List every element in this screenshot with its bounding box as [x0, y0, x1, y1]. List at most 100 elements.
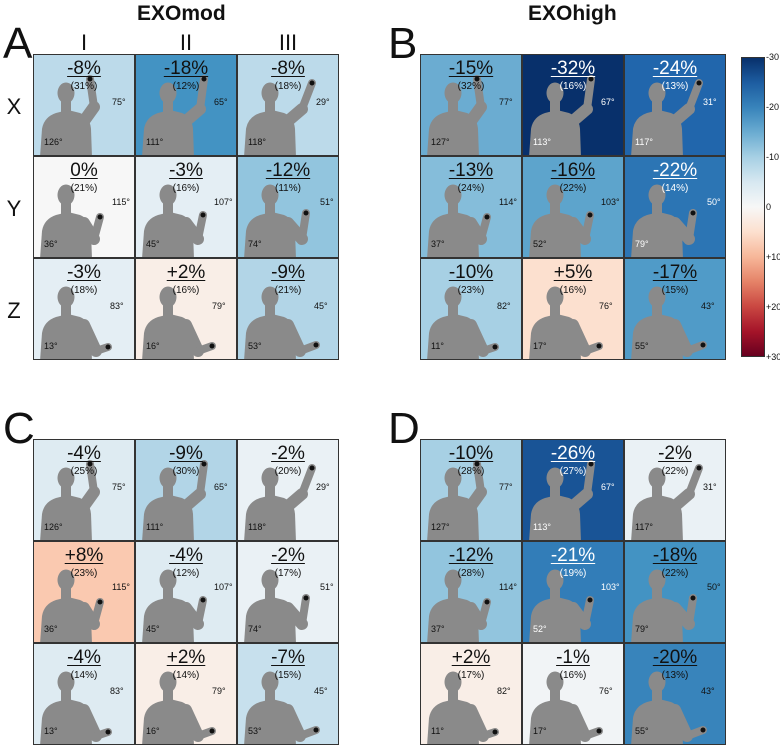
elbow-angle-label: 29° [316, 97, 330, 107]
sd-label: (30%) [172, 466, 200, 477]
sd-label: (16%) [172, 285, 200, 296]
sd-label: (27%) [559, 466, 587, 477]
arm-figure-icon [427, 184, 491, 257]
shoulder-angle-label: 37° [431, 624, 445, 634]
heatmap-cell: -18% (22%) 50° 79° [624, 541, 726, 643]
elbow-angle-label: 115° [112, 197, 130, 207]
colorbar-tick: +10 [766, 252, 780, 262]
elbow-angle-label: 114° [499, 197, 517, 207]
colorbar-tick: -30 [766, 52, 780, 62]
percent-change-label: -9% [169, 443, 203, 464]
sd-label: (12%) [172, 568, 200, 579]
shoulder-angle-label: 74° [248, 624, 262, 634]
percent-change-label: -4% [169, 545, 203, 566]
elbow-angle-label: 51° [320, 582, 334, 592]
percent-change-label: -2% [271, 545, 305, 566]
shoulder-angle-label: 52° [533, 624, 547, 634]
shoulder-angle-label: 79° [635, 624, 649, 634]
percent-change-label: +2% [166, 647, 206, 668]
heatmap-cell: -9% (21%) 45° 53° [237, 258, 339, 360]
sd-label: (15%) [274, 670, 302, 681]
heatmap-cell: -7% (15%) 45° 53° [237, 643, 339, 745]
shoulder-angle-label: 55° [635, 726, 649, 736]
arm-figure-icon [40, 671, 112, 744]
elbow-angle-label: 50° [707, 197, 721, 207]
sd-label: (21%) [274, 285, 302, 296]
elbow-angle-label: 83° [110, 686, 124, 696]
sd-label: (12%) [172, 81, 200, 92]
percent-change-label: -10% [448, 262, 494, 283]
elbow-angle-label: 51° [320, 197, 334, 207]
percent-change-label: -8% [67, 58, 101, 79]
sd-label: (25%) [70, 466, 98, 477]
colorbar-tick: 0 [766, 202, 772, 212]
arm-figure-icon [631, 286, 707, 359]
percent-change-label: -24% [652, 58, 698, 79]
percent-change-label: 0% [70, 160, 98, 181]
heatmap-cell: -10% (28%) 77° 127° [420, 439, 522, 541]
sd-label: (32%) [457, 81, 485, 92]
arm-figure-icon [529, 286, 603, 359]
percent-change-label: -1% [556, 647, 590, 668]
elbow-angle-label: 82° [497, 301, 511, 311]
sd-label: (28%) [457, 466, 485, 477]
arm-figure-icon [142, 569, 207, 642]
heatmap-cell: -8% (31%) 75° 126° [33, 54, 135, 156]
sd-label: (18%) [274, 81, 302, 92]
heatmap-cell: -9% (30%) 65° 111° [135, 439, 237, 541]
arm-figure-icon [427, 460, 487, 540]
elbow-angle-label: 45° [314, 686, 328, 696]
percent-change-label: -22% [652, 160, 698, 181]
sd-label: (19%) [559, 568, 587, 579]
elbow-angle-label: 45° [314, 301, 328, 311]
shoulder-angle-label: 11° [431, 726, 444, 736]
heatmap-cell: -12% (11%) 51° 74° [237, 156, 339, 258]
heatmap-cell: -2% (22%) 31° 117° [624, 439, 726, 541]
shoulder-angle-label: 37° [431, 239, 445, 249]
elbow-angle-label: 107° [214, 197, 233, 207]
arm-figure-icon [244, 79, 316, 155]
heatmap-cell: +2% (16%) 79° 16° [135, 258, 237, 360]
elbow-angle-label: 43° [701, 301, 715, 311]
elbow-angle-label: 115° [112, 582, 130, 592]
arm-figure-icon [244, 464, 316, 540]
colorbar-tick: -10 [766, 152, 780, 162]
percent-change-label: -26% [550, 443, 596, 464]
arm-figure-icon [40, 569, 104, 642]
sd-label: (14%) [661, 183, 689, 194]
panel-letter-b: B [388, 19, 418, 68]
row-label-y: Y [6, 196, 22, 221]
shoulder-angle-label: 127° [431, 137, 450, 147]
percent-change-label: -9% [271, 262, 305, 283]
elbow-angle-label: 65° [214, 97, 228, 107]
shoulder-angle-label: 16° [146, 726, 160, 736]
percent-change-label: -10% [448, 443, 494, 464]
heatmap-cell: -4% (14%) 83° 13° [33, 643, 135, 745]
arm-figure-icon [40, 184, 104, 257]
elbow-angle-label: 77° [499, 97, 513, 107]
arm-figure-icon [40, 460, 100, 540]
arm-figure-icon [142, 460, 208, 540]
arm-figure-icon [244, 569, 310, 642]
arm-figure-icon [40, 75, 100, 155]
column-label-ii: II [179, 30, 193, 55]
arm-figure-icon [244, 184, 310, 257]
row-label-z: Z [7, 298, 21, 323]
shoulder-angle-label: 36° [44, 624, 58, 634]
arm-figure-icon [631, 569, 697, 642]
panel-letter-d: D [388, 404, 420, 453]
sd-label: (23%) [70, 568, 98, 579]
percent-change-label: -15% [448, 58, 494, 79]
elbow-angle-label: 103° [601, 582, 620, 592]
shoulder-angle-label: 113° [533, 522, 551, 532]
shoulder-angle-label: 126° [44, 522, 63, 532]
arm-figure-icon [40, 286, 112, 359]
shoulder-angle-label: 53° [248, 726, 262, 736]
percent-change-label: -12% [448, 545, 494, 566]
heatmap-cell: -20% (13%) 43° 55° [624, 643, 726, 745]
sd-label: (17%) [274, 568, 302, 579]
elbow-angle-label: 29° [316, 482, 330, 492]
shoulder-angle-label: 17° [533, 726, 547, 736]
heatmap-cell: -12% (28%) 114° 37° [420, 541, 522, 643]
arm-figure-icon [142, 671, 216, 744]
